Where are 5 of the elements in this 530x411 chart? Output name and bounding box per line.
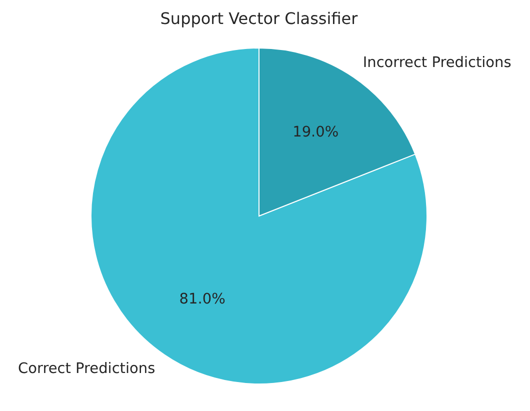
chart-title: Support Vector Classifier bbox=[160, 9, 358, 28]
slice-label: Correct Predictions bbox=[18, 360, 156, 377]
data-label: 19.0% bbox=[292, 124, 339, 141]
slice-label: Incorrect Predictions bbox=[362, 55, 512, 72]
data-label: 81.0% bbox=[179, 291, 226, 308]
